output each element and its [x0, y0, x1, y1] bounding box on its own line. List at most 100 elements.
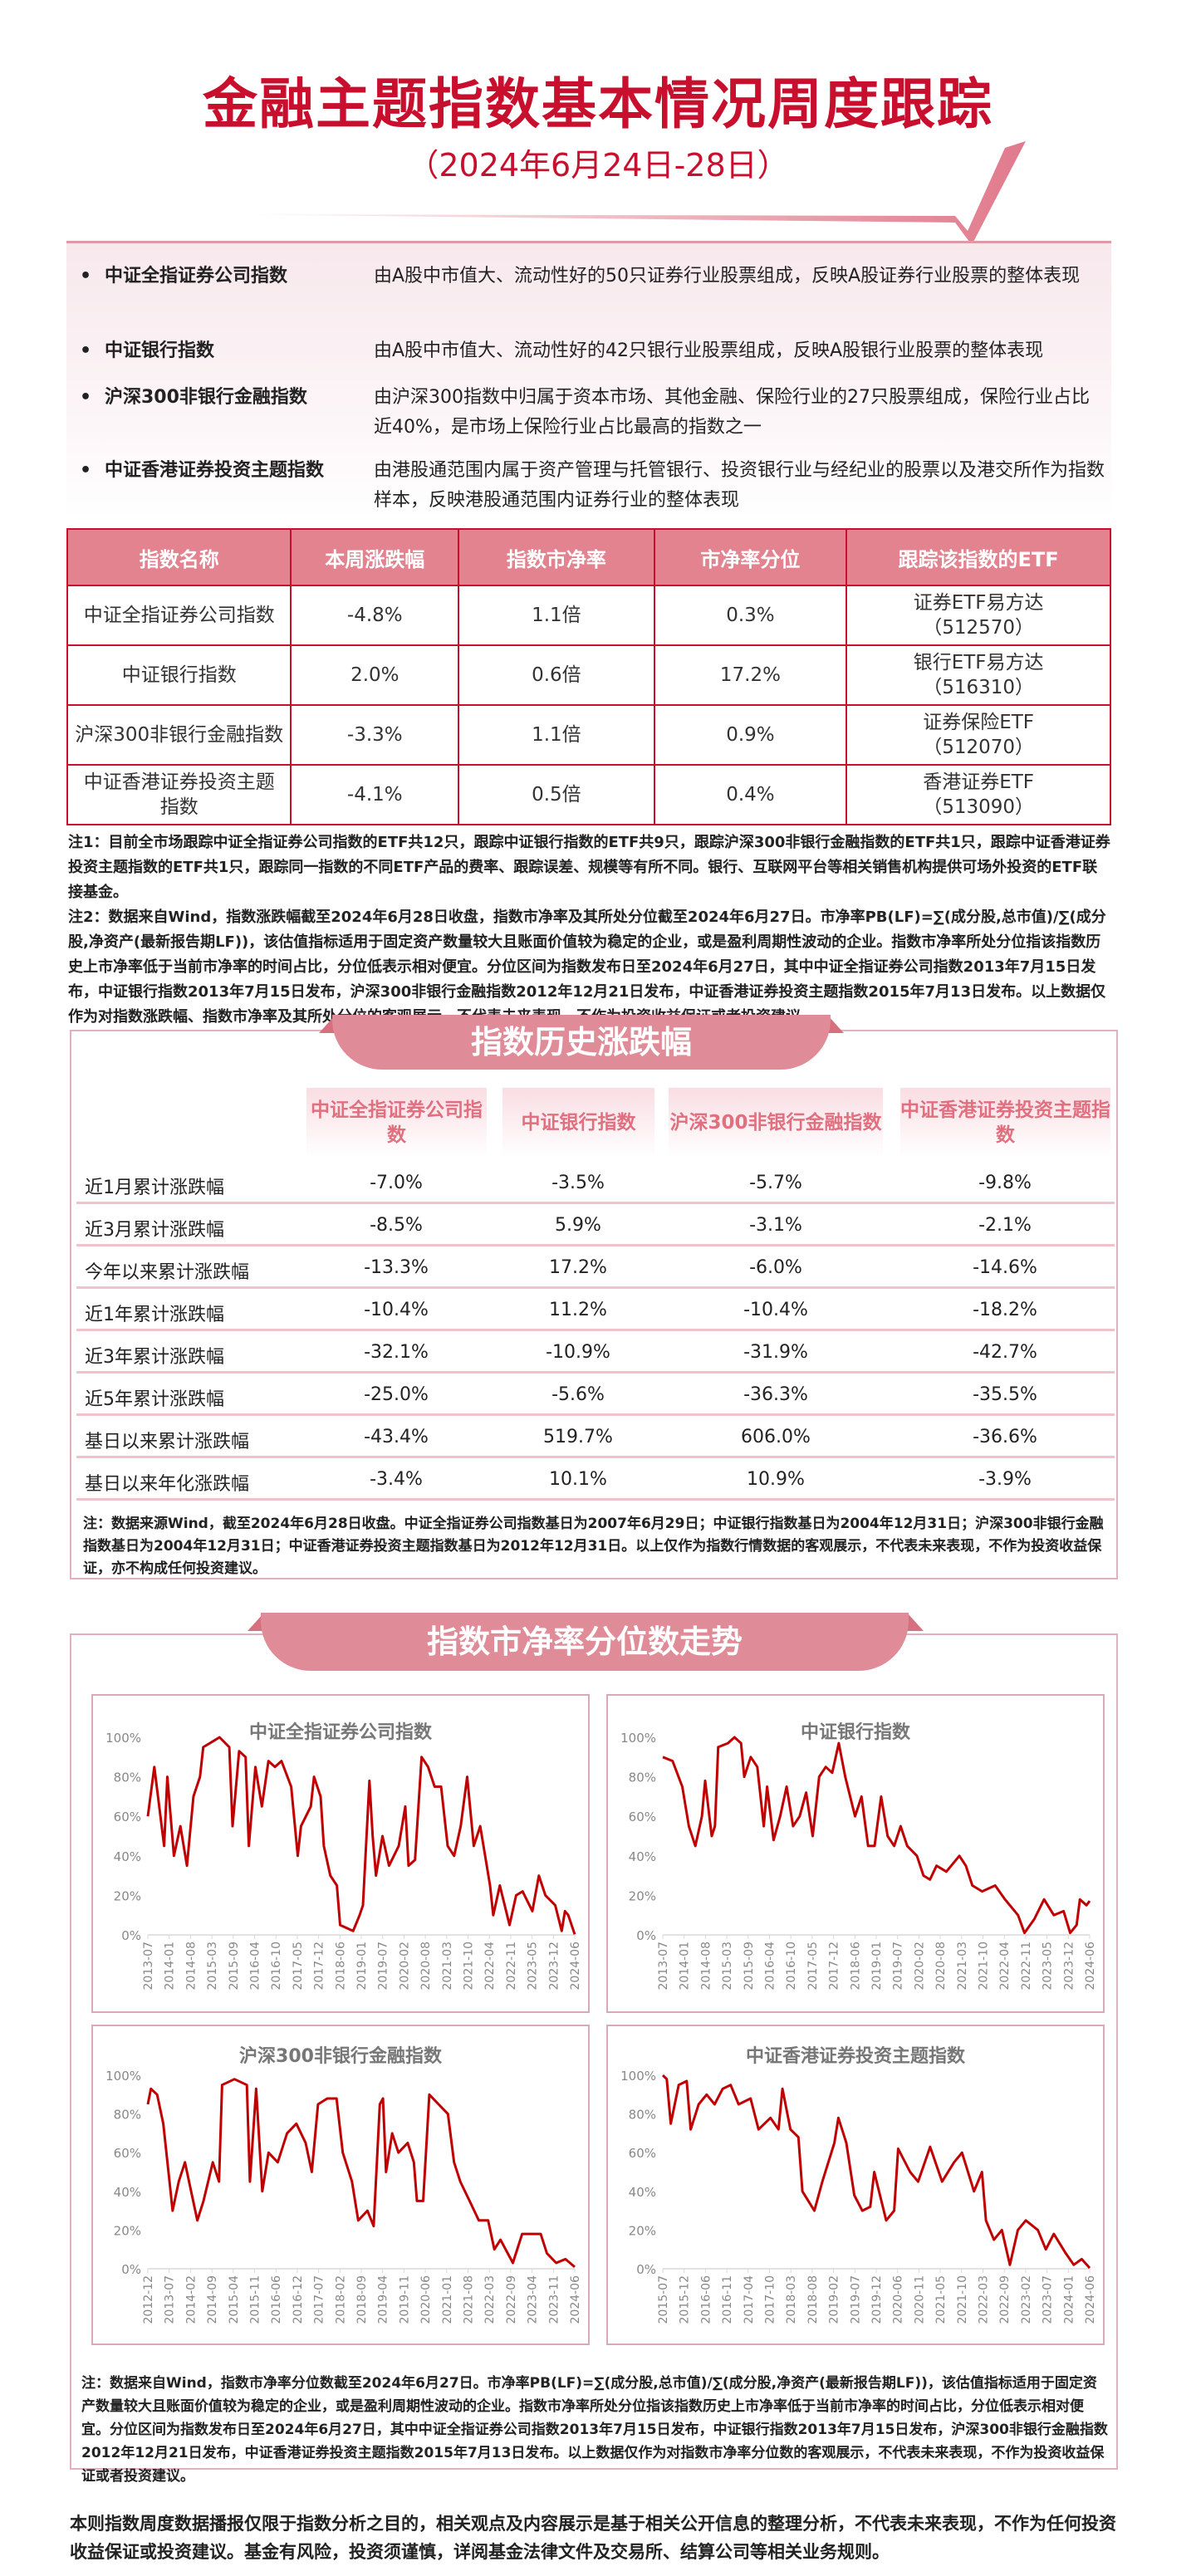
- etf-cell: 证券ETF易方达（512570）: [846, 585, 1111, 646]
- title-swoosh-decoration: [216, 141, 1026, 245]
- x-tick-label: 2024-06: [569, 2275, 582, 2324]
- x-tick-label: 2013-07: [657, 1942, 670, 1991]
- x-tick-label: 2017-04: [743, 2275, 756, 2324]
- x-tick-label: 2015-07: [657, 2275, 670, 2324]
- history-column-header: 中证全指证券公司指数: [306, 1088, 487, 1158]
- return-value: -43.4%: [364, 1427, 429, 1447]
- x-tick-label: 2016-10: [785, 1942, 798, 1991]
- x-tick-label: 2022-09: [505, 2275, 518, 2324]
- bullet-icon: •: [80, 460, 92, 481]
- x-tick-label: 2017-12: [313, 1942, 326, 1991]
- column-header: 跟踪该指数的ETF: [846, 528, 1111, 586]
- index-intro-section: • 中证全指证券公司指数 由A股中市值大、流动性好的50只证券行业股票组成，反映…: [66, 241, 1111, 519]
- table-row: 中证香港证券投资主题指数 -4.1% 0.5倍 0.4% 香港证券ETF（513090）: [66, 764, 1111, 825]
- x-tick-label: 2015-03: [206, 1942, 219, 1991]
- x-tick-label: 2016-06: [270, 2275, 283, 2324]
- history-row: 近3年累计涨跌幅 -32.1% -10.9% -31.9% -42.7%: [76, 1332, 1115, 1374]
- x-tick-label: 2013-07: [142, 1942, 155, 1991]
- x-tick-label: 2022-03: [978, 2275, 991, 2324]
- x-tick-label: 2012-12: [142, 2275, 155, 2324]
- return-value: -6.0%: [749, 1257, 802, 1278]
- return-value: 10.9%: [747, 1469, 805, 1490]
- return-value: 10.1%: [549, 1469, 607, 1490]
- x-tick-label: 2015-11: [249, 2275, 262, 2324]
- return-value: -9.8%: [978, 1173, 1032, 1193]
- x-tick-label: 2023-07: [1042, 2275, 1055, 2324]
- y-tick-label: 0%: [636, 1928, 656, 1943]
- x-tick-label: 2014-08: [699, 1942, 713, 1991]
- x-tick-label: 2014-09: [206, 2275, 219, 2324]
- disclaimer-footer: 本则指数周度数据播报仅限于指数分析之目的，相关观点及内容展示是基于相关公开信息的…: [70, 2514, 1116, 2562]
- x-tick-label: 2016-11: [721, 2275, 734, 2324]
- x-tick-label: 2023-04: [527, 2275, 540, 2324]
- return-value: -35.5%: [973, 1384, 1037, 1405]
- return-value: -18.2%: [973, 1300, 1037, 1320]
- intro-index-desc: 由A股中市值大、流动性好的42只银行业股票组成，反映A股银行业股票的整体表现: [374, 340, 1044, 361]
- x-tick-label: 2021-01: [441, 2275, 454, 2324]
- y-tick-label: 0%: [121, 1928, 141, 1943]
- y-tick-label: 100%: [105, 2069, 141, 2084]
- y-tick-label: 20%: [629, 1888, 656, 1903]
- row-label: 今年以来累计涨跌幅: [85, 1262, 250, 1283]
- x-tick-label: 2014-01: [164, 1942, 177, 1991]
- pb-cell: 0.5倍: [458, 764, 655, 825]
- x-tick-label: 2015-03: [721, 1942, 734, 1991]
- chart-title: 中证银行指数: [800, 1722, 910, 1743]
- banner-ear: [907, 1613, 924, 1631]
- return-value: -31.9%: [743, 1342, 808, 1363]
- x-tick-label: 2017-10: [764, 2275, 777, 2324]
- note-2: 注2：数据来自Wind，指数涨跌幅截至2024年6月28日收盘，指数市净率及其所…: [68, 908, 1106, 1026]
- x-tick-label: 2023-11: [547, 2275, 561, 2324]
- x-tick-label: 2013-07: [164, 2275, 177, 2324]
- x-tick-label: 2020-08: [419, 1942, 433, 1991]
- chart-plot: 0% 20% 40% 60% 80% 100% 2015-07 2015-12 2016-06 2…: [620, 2069, 1097, 2324]
- history-column-header: 中证香港证券投资主题指数: [900, 1088, 1110, 1158]
- y-tick-label: 60%: [629, 2146, 656, 2161]
- chart-title: 中证香港证券投资主题指数: [745, 2046, 965, 2067]
- x-tick-label: 2019-01: [355, 1942, 369, 1991]
- x-tick-label: 2021-10: [956, 2275, 969, 2324]
- return-value: 11.2%: [549, 1300, 607, 1320]
- x-tick-label: 2023-05: [527, 1942, 540, 1991]
- x-tick-label: 2018-09: [355, 2275, 369, 2324]
- x-tick-label: 2018-02: [334, 2275, 347, 2324]
- return-value: 606.0%: [741, 1427, 811, 1447]
- x-tick-label: 2015-12: [679, 2275, 692, 2324]
- x-tick-label: 2017-07: [313, 2275, 326, 2324]
- x-tick-label: 2024-06: [1084, 2275, 1097, 2324]
- column-header: 市净率分位: [653, 528, 848, 586]
- y-tick-label: 80%: [629, 2108, 656, 2123]
- history-column-header: 沪深300非银行金融指数: [669, 1088, 883, 1158]
- x-tick-label: 2019-01: [870, 1942, 884, 1991]
- y-tick-label: 40%: [114, 2185, 141, 2200]
- x-tick-label: 2016-04: [764, 1942, 777, 1991]
- x-tick-label: 2018-03: [785, 2275, 798, 2324]
- x-tick-label: 2020-06: [419, 2275, 433, 2324]
- history-row: 基日以来累计涨跌幅 -43.4% 519.7% 606.0% -36.6%: [76, 1417, 1115, 1458]
- pb-percentile-chart: 中证银行指数 0% 20% 40% 60% 80% 100% 2013-07 2014-01 20…: [606, 1694, 1105, 2013]
- banner-ear: [827, 1015, 844, 1033]
- return-value: -25.0%: [364, 1384, 429, 1405]
- table-row: 中证全指证券公司指数 -4.8% 1.1倍 0.3% 证券ETF易方达（512570）: [66, 585, 1111, 646]
- page-title: 金融主题指数基本情况周度跟踪: [203, 72, 993, 136]
- table-notes: 注1：目前全市场跟踪中证全指证券公司指数的ETF共12只，跟踪中证银行指数的ET…: [68, 830, 1111, 1030]
- y-tick-label: 80%: [114, 2108, 141, 2123]
- bullet-icon: •: [80, 340, 92, 361]
- x-tick-label: 2016-06: [699, 2275, 713, 2324]
- x-tick-label: 2016-10: [270, 1942, 283, 1991]
- weekly-change-cell: -4.8%: [290, 585, 460, 646]
- y-tick-label: 60%: [629, 1810, 656, 1824]
- return-value: -8.5%: [370, 1215, 423, 1236]
- weekly-change-cell: 2.0%: [290, 644, 460, 706]
- return-value: -3.4%: [370, 1469, 423, 1490]
- x-tick-label: 2017-12: [828, 1942, 841, 1991]
- pb-percentile-cell: 0.3%: [653, 585, 848, 646]
- table-row: 沪深300非银行金融指数 -3.3% 1.1倍 0.9% 证券保险ETF（512070）: [66, 704, 1111, 766]
- weekly-change-cell: -4.1%: [290, 764, 460, 825]
- pb-percentile-chart: 中证香港证券投资主题指数 0% 20% 40% 60% 80% 100% 2015-07 201…: [606, 2025, 1105, 2345]
- return-value: -3.1%: [749, 1215, 802, 1236]
- return-value: -3.9%: [978, 1469, 1032, 1490]
- index-name-cell: 中证香港证券投资主题指数: [66, 764, 292, 825]
- intro-index-name: 中证全指证券公司指数: [105, 266, 288, 286]
- x-tick-label: 2019-11: [398, 2275, 411, 2324]
